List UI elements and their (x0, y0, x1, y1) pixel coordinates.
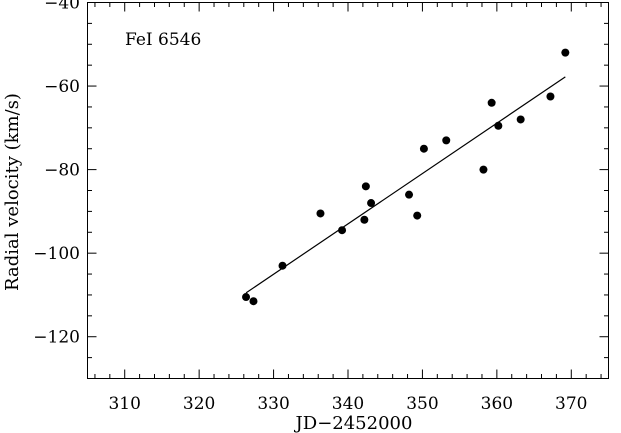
x-axis-label: JD−2452000 (294, 413, 413, 433)
x-tick-label: 330 (257, 394, 289, 414)
y-tick-label: −80 (44, 161, 80, 181)
x-tick-label: 360 (481, 394, 513, 414)
data-point (413, 211, 422, 220)
fit-line (245, 76, 566, 294)
data-point (338, 226, 347, 235)
x-tick-label: 370 (555, 394, 587, 414)
x-tick-label: 350 (406, 394, 438, 414)
data-points (242, 48, 570, 306)
y-tick-labels: −40 −60 −80 −100 −120 (33, 0, 80, 348)
data-point (494, 121, 503, 130)
x-tick-labels: 310 320 330 340 350 360 370 (108, 394, 587, 414)
data-point (361, 182, 370, 191)
axis-ticks (87, 2, 609, 379)
data-point (442, 136, 451, 145)
data-point (561, 48, 570, 57)
data-point (516, 115, 525, 124)
data-point (419, 144, 428, 153)
data-point (546, 92, 555, 101)
x-tick-label: 320 (183, 394, 215, 414)
x-tick-label: 340 (332, 394, 364, 414)
y-tick-label: −100 (33, 244, 80, 264)
y-axis-label: Radial velocity (km/s) (2, 93, 23, 291)
data-point (242, 293, 251, 302)
plot-frame (87, 2, 609, 379)
data-point (278, 261, 287, 270)
y-tick-label: −120 (33, 328, 80, 348)
data-point (405, 190, 414, 199)
y-tick-label: −60 (44, 77, 80, 97)
x-tick-label: 310 (108, 394, 140, 414)
y-tick-label: −40 (44, 0, 80, 14)
data-point (479, 165, 488, 174)
data-point (249, 297, 258, 306)
data-point (367, 199, 376, 208)
data-point (316, 209, 325, 218)
line-annotation: FeI 6546 (125, 30, 201, 50)
data-point (487, 98, 496, 107)
data-point (360, 215, 369, 224)
